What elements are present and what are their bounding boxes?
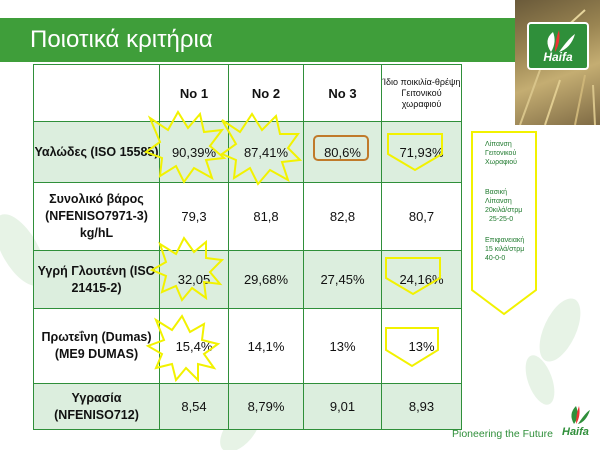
note-line: 25-25-0: [489, 216, 514, 223]
leaf-logo-icon: [547, 30, 575, 52]
title-bar: Ποιοτικά κριτήρια: [0, 18, 515, 62]
haifa-logo-badge: Haifa: [527, 22, 589, 70]
header-cell-empty: [33, 64, 160, 122]
table-header-row: No 1 No 2 No 3 Ίδιο ποικιλία-θρέψη Γειτο…: [33, 64, 462, 122]
table-cell: 81,8: [228, 182, 304, 251]
table-cell: 27,45%: [303, 250, 382, 309]
photo-brand-text: Haifa: [543, 50, 573, 64]
table-cell: 29,68%: [228, 250, 304, 309]
note-line: Επιφανειακή: [485, 237, 525, 244]
fertilization-note: Λίπανση Γειτονικού Χωραφιού Βασική Λίπαν…: [469, 130, 536, 312]
table-cell: 8,93: [381, 383, 462, 430]
table-cell: 14,1%: [228, 308, 304, 384]
footer-brand: Haifa: [562, 426, 589, 438]
note-line: 15 κιλά/στρμ: [485, 246, 525, 253]
note-line: Χωραφιού: [485, 159, 517, 166]
header-cell-no2: No 2: [228, 64, 304, 122]
table-row: Συνολικό βάρος (NFENISO7971-3) kg/hL 79,…: [33, 182, 462, 251]
wheat-photo: Haifa: [515, 0, 600, 125]
table-cell: 15,4%: [159, 308, 229, 384]
table-cell: 8,79%: [228, 383, 304, 430]
table-cell: 80,7: [381, 182, 462, 251]
table-cell: 8,54: [159, 383, 229, 430]
table-cell: 87,41%: [228, 121, 304, 183]
table-row: Πρωτεΐνη (Dumas) (ME9 DUMAS) 15,4% 14,1%…: [33, 308, 462, 384]
table-cell: 9,01: [303, 383, 382, 430]
table-cell: 82,8: [303, 182, 382, 251]
quality-criteria-table: No 1 No 2 No 3 Ίδιο ποικιλία-θρέψη Γειτο…: [33, 64, 462, 430]
row-label: Υγρή Γλουτένη (ISO 21415-2): [33, 250, 160, 309]
row-label: Υαλώδες (ISO 15585): [33, 121, 160, 183]
table-cell: 13%: [381, 308, 462, 384]
table-row: Υαλώδες (ISO 15585) 90,39% 87,41% 80,6% …: [33, 121, 462, 183]
table-row: Υγρή Γλουτένη (ISO 21415-2) 32,05 29,68%…: [33, 250, 462, 309]
note-line: 40-0-0: [485, 255, 506, 262]
table-cell: 24,16%: [381, 250, 462, 309]
note-line: Λίπανση: [485, 198, 512, 205]
haifa-leaf-logo-icon: [571, 406, 590, 424]
note-line: Λίπανση: [485, 141, 512, 148]
table-cell: 79,3: [159, 182, 229, 251]
note-line: Γειτονικού: [485, 150, 517, 157]
table-cell: 80,6%: [303, 121, 382, 183]
table-cell: 71,93%: [381, 121, 462, 183]
table-cell: 32,05: [159, 250, 229, 309]
header-cell-no3: No 3: [303, 64, 382, 122]
note-line: Βασική: [485, 189, 507, 196]
row-label: Συνολικό βάρος (NFENISO7971-3) kg/hL: [33, 182, 160, 251]
row-label: Πρωτεΐνη (Dumas) (ME9 DUMAS): [33, 308, 160, 384]
table-row: Υγρασία (NFENISO712) 8,54 8,79% 9,01 8,9…: [33, 383, 462, 430]
note-line: 20κιλά/στρμ: [485, 207, 523, 214]
table-cell: 13%: [303, 308, 382, 384]
table-cell: 90,39%: [159, 121, 229, 183]
page-title: Ποιοτικά κριτήρια: [30, 26, 213, 53]
footer-tagline: Pioneering the Future: [452, 428, 553, 440]
header-cell-no1: No 1: [159, 64, 229, 122]
row-label: Υγρασία (NFENISO712): [33, 383, 160, 430]
header-cell-neighbor-field: Ίδιο ποικιλία-θρέψη Γειτονικού χωραφιού: [381, 64, 462, 122]
